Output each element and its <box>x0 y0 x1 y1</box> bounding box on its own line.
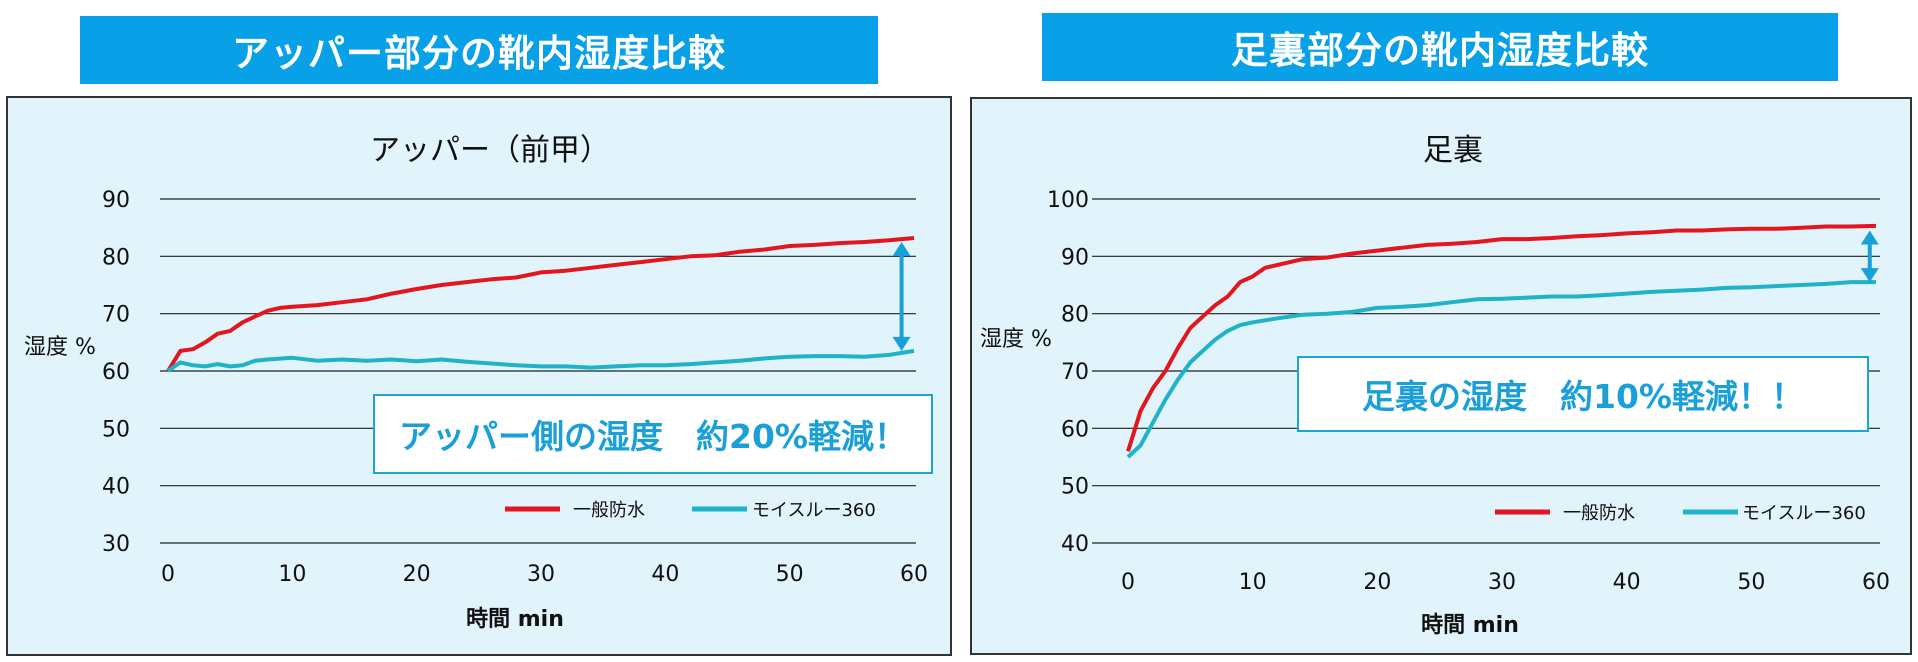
y-tick-label: 90 <box>102 188 130 213</box>
callout-sole-reduction: 足裏の湿度 約10%軽減！！ <box>1297 356 1869 432</box>
difference-arrow-upper <box>892 242 911 351</box>
series-line-general <box>1126 223 1877 452</box>
difference-arrow-sole <box>1860 230 1879 283</box>
series-line-moisture <box>1126 280 1876 459</box>
banner-upper-comparison: アッパー部分の靴内湿度比較 <box>80 16 878 84</box>
x-tick-label: 20 <box>403 562 431 587</box>
legend-label-moisture: モイスルー360 <box>752 500 876 521</box>
x-tick-label: 30 <box>1488 570 1516 595</box>
y-tick-label: 50 <box>1061 475 1089 500</box>
callout-upper-reduction: アッパー側の湿度 約20%軽減！ <box>373 394 933 474</box>
x-tick-label: 40 <box>1613 570 1641 595</box>
arrow-head-down <box>892 336 911 351</box>
x-tick-label: 60 <box>1862 570 1890 595</box>
legend-upper: 一般防水 モイスルー360 <box>505 500 876 521</box>
y-tick-label: 50 <box>102 417 130 442</box>
chart-panel-upper <box>6 96 952 656</box>
series-lines-sole <box>1126 223 1877 459</box>
y-axis-label-sole: 湿度 % <box>980 327 1052 352</box>
x-axis-label-sole: 時間 min <box>1421 613 1519 638</box>
x-axis-label-upper: 時間 min <box>466 607 564 632</box>
x-tick-label: 50 <box>776 562 804 587</box>
x-tick-label: 0 <box>161 562 175 587</box>
x-tick-label: 20 <box>1363 570 1391 595</box>
series-line-moisture <box>166 348 915 373</box>
y-tick-label: 90 <box>1061 245 1089 270</box>
y-tick-label: 100 <box>1047 188 1089 213</box>
x-tick-label: 60 <box>900 562 928 587</box>
legend-label-general: 一般防水 <box>573 500 645 521</box>
y-axis-label-upper: 湿度 % <box>24 335 96 360</box>
y-tick-label: 70 <box>102 303 130 328</box>
y-tick-label: 40 <box>1061 532 1089 557</box>
legend-label-moisture: モイスルー360 <box>1742 503 1866 524</box>
x-tick-label: 30 <box>527 562 555 587</box>
banner-sole-comparison: 足裏部分の靴内湿度比較 <box>1042 13 1838 81</box>
series-line-general <box>166 236 915 373</box>
y-tick-label: 80 <box>102 245 130 270</box>
series-lines-upper <box>166 236 915 373</box>
y-tick-label: 80 <box>1061 303 1089 328</box>
x-tick-label: 50 <box>1737 570 1765 595</box>
y-tick-label: 70 <box>1061 360 1089 385</box>
y-tick-label: 60 <box>102 360 130 385</box>
y-tick-label: 60 <box>1061 417 1089 442</box>
chart-title-upper: アッパー（前甲） <box>370 133 610 168</box>
y-tick-label: 30 <box>102 532 130 557</box>
y-tick-label: 40 <box>102 475 130 500</box>
legend-sole: 一般防水 モイスルー360 <box>1495 503 1866 524</box>
arrow-head-up <box>892 242 911 256</box>
tick-labels-upper: 30 40 50 60 70 80 90 0 10 20 30 40 50 60 <box>102 188 928 587</box>
legend-label-general: 一般防水 <box>1563 503 1635 524</box>
x-tick-label: 10 <box>278 562 306 587</box>
gridlines-upper <box>160 198 916 544</box>
arrow-head-down <box>1860 268 1879 283</box>
x-tick-label: 10 <box>1239 570 1267 595</box>
tick-labels-sole: 40 50 60 70 80 90 100 0 10 20 30 40 50 60 <box>1047 188 1890 595</box>
chart-title-sole: 足裏 <box>1423 133 1483 168</box>
arrow-head-up <box>1860 230 1879 245</box>
x-tick-label: 40 <box>651 562 679 587</box>
x-tick-label: 0 <box>1121 570 1135 595</box>
